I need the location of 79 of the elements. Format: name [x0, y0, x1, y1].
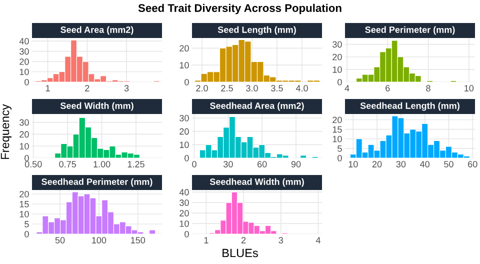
y-tick-label: 0 [24, 78, 29, 86]
chart-title: Seedhead Length (mm) [360, 102, 460, 111]
chart-title: Seed Perimeter (mm) [365, 26, 455, 35]
x-tick-label: 2 [241, 237, 246, 244]
x-tick-label: 40 [420, 161, 430, 168]
y-tick-label: 20 [180, 128, 189, 135]
y-tick-label: 10 [332, 136, 342, 142]
text: Seed Trait Diversity Across Population [138, 4, 342, 14]
y-tick-label: 10 [20, 210, 29, 218]
y-tick-label: 0 [24, 154, 29, 162]
x-tick-label: 1 [46, 85, 50, 92]
y-tick-label: 30 [20, 48, 29, 55]
x-tick-label: 50 [444, 161, 454, 168]
y-tick-label: 20 [20, 58, 29, 65]
y-tick-label: 0 [338, 78, 342, 86]
x-tick-label: 1.25 [128, 161, 144, 168]
y-tick-label: 15 [20, 201, 29, 208]
chart-title: Seedhead Perimeter (mm) [42, 178, 152, 187]
y-tick-label: 10 [20, 143, 29, 150]
y-tick-label: 0 [24, 230, 29, 238]
y-tick-label: 30 [180, 114, 189, 122]
x-tick-label: 1.00 [94, 161, 110, 168]
y-tick-label: 0 [338, 154, 342, 162]
y-tick-label: 0 [184, 154, 189, 162]
x-tick-label: 1 [204, 237, 208, 244]
x-tick-label: 2 [85, 85, 90, 92]
x-tick-label: 10 [464, 85, 474, 92]
x-tick-label: 30 [224, 161, 233, 168]
y-tick-label: 0 [184, 78, 189, 86]
y-tick-label: 5 [24, 221, 29, 228]
y-tick-label: 20 [180, 210, 189, 216]
x-tick-label: 0 [192, 161, 196, 168]
x-tick-label: 150 [131, 237, 146, 244]
y-tick-label: 20 [180, 45, 189, 52]
y-tick-label: 10 [180, 220, 189, 227]
x-tick-label: 3.5 [271, 85, 283, 92]
x-tick-label: 3.0 [246, 85, 258, 92]
y-axis-title: Frequency [0, 104, 12, 159]
y-tick-label: 10 [20, 68, 29, 76]
chart-title: Seed Length (mm) [218, 26, 296, 35]
y-tick-label: 20 [20, 131, 29, 138]
y-tick-label: 5 [338, 145, 342, 152]
x-tick-label: 4.0 [296, 85, 308, 92]
chart-title: Seedhead Area (mm2) [210, 102, 304, 111]
x-tick-label: 50 [55, 237, 65, 244]
x-tick-label: 3 [124, 85, 129, 92]
x-tick-label: 3 [278, 237, 284, 244]
x-tick-label: 30 [396, 161, 406, 168]
y-tick-label: 0 [184, 230, 189, 238]
x-tick-label: 6 [386, 85, 390, 92]
y-tick-label: 20 [20, 190, 29, 198]
x-tick-label: 2.5 [221, 85, 233, 92]
x-tick-label: 0.75 [59, 161, 76, 168]
x-tick-label: 100 [92, 237, 106, 244]
y-tick-label: 30 [20, 119, 29, 126]
x-tick-label: 2.0 [196, 85, 208, 92]
x-tick-label: 8 [426, 85, 430, 92]
y-tick-label: 10 [180, 142, 189, 148]
chart-title: Seedhead Width (mm) [210, 178, 304, 187]
y-tick-label: 15 [332, 126, 342, 133]
x-tick-label: 20 [372, 161, 382, 168]
x-tick-label: 90 [291, 161, 301, 168]
y-tick-label: 20 [332, 116, 342, 124]
chart-title: Seed Width (mm) [60, 102, 134, 111]
x-tick-label: 0.50 [24, 161, 42, 168]
y-tick-label: 30 [332, 41, 342, 48]
y-tick-label: 30 [180, 200, 189, 206]
chart-title: Seed Area (mm2) [60, 26, 134, 35]
x-tick-label: 60 [258, 161, 267, 168]
y-tick-label: 10 [180, 62, 189, 68]
x-tick-label: 4 [344, 85, 350, 92]
x-tick-label: 60 [468, 161, 478, 168]
y-tick-label: 10 [332, 66, 342, 73]
y-tick-label: 20 [332, 54, 342, 60]
x-tick-label: 4 [316, 237, 321, 244]
y-tick-label: 40 [179, 189, 189, 196]
x-axis-title: BLUEs [222, 248, 258, 258]
x-tick-label: 10 [348, 161, 358, 168]
y-tick-label: 40 [19, 38, 29, 44]
